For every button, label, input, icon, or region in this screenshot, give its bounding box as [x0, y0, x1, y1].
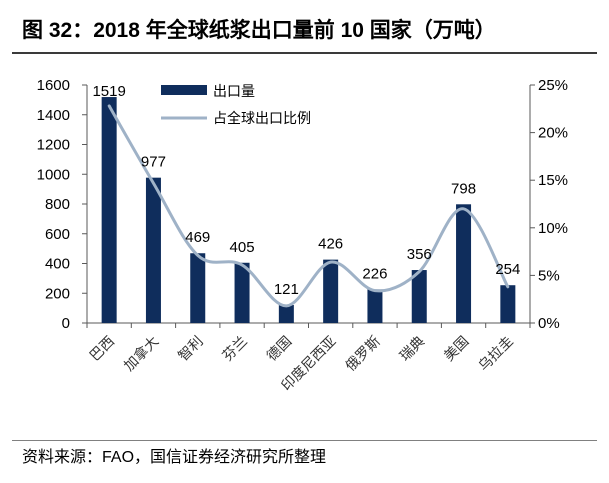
- bar: [101, 97, 117, 323]
- bar-data-label: 426: [318, 236, 343, 253]
- x-category-label: 加拿大: [121, 333, 162, 374]
- source-divider: [12, 440, 597, 441]
- bar-data-label: 254: [495, 261, 520, 278]
- left-y-tick-label: 1600: [37, 77, 70, 94]
- bar-data-label: 356: [407, 246, 432, 263]
- axes: 0 200 400 600 800 1000 1200 1400 1600 0% 5% 10% 15% 2…: [37, 77, 568, 332]
- title-divider: [12, 52, 597, 54]
- legend-key-exports: [161, 85, 207, 95]
- left-y-tick-label: 0: [62, 315, 70, 332]
- legend-label-exports: 出口量: [213, 83, 255, 99]
- source-note: 资料来源：FAO，国信证券经济研究所整理: [22, 449, 327, 466]
- bar: [145, 177, 161, 323]
- left-y-tick-label: 800: [45, 196, 70, 213]
- share-line: [107, 104, 510, 308]
- line-series-share: [107, 104, 510, 308]
- x-category-label: 德国: [263, 333, 294, 364]
- left-y-tick-label: 1200: [37, 137, 70, 154]
- bar-data-label: 226: [362, 265, 387, 282]
- right-y-tick-label: 20%: [538, 125, 568, 142]
- right-y-tick-label: 0%: [538, 315, 560, 332]
- bar-data-label: 798: [451, 180, 476, 197]
- bar: [500, 285, 516, 323]
- bar-data-labels: 1519 977 469 405 121 426 226 356 798 254: [92, 83, 520, 298]
- right-y-tick-label: 5%: [538, 267, 560, 284]
- x-category-label: 瑞典: [396, 333, 427, 364]
- right-y-tick-label: 15%: [538, 172, 568, 189]
- left-y-tick-label: 400: [45, 256, 70, 273]
- bar: [367, 289, 383, 323]
- figure-title: 图 32：2018 年全球纸浆出口量前 10 国家（万吨）: [22, 19, 496, 42]
- bar: [411, 270, 427, 323]
- bar: [190, 253, 206, 323]
- x-category-label: 俄罗斯: [342, 333, 383, 374]
- bar: [278, 305, 294, 323]
- x-category-label: 美国: [441, 333, 472, 364]
- left-y-tick-label: 1400: [37, 107, 70, 124]
- x-category-label: 芬兰: [219, 333, 250, 364]
- left-y-tick-label: 600: [45, 226, 70, 243]
- x-category-label: 巴西: [86, 333, 117, 364]
- bar-data-label: 1519: [92, 83, 125, 100]
- bar-series-exports: [101, 97, 516, 323]
- bar-data-label: 977: [141, 154, 166, 171]
- bar: [456, 204, 472, 323]
- bar: [234, 262, 250, 323]
- legend-label-share: 占全球出口比例: [213, 110, 311, 126]
- bar-data-label: 121: [274, 281, 299, 298]
- x-category-label: 智利: [175, 333, 206, 364]
- bar-data-label: 469: [185, 229, 210, 246]
- chart: 0 200 400 600 800 1000 1200 1400 1600 0% 5% 10% 15% 2…: [37, 77, 568, 394]
- left-y-tick-label: 200: [45, 285, 70, 302]
- x-category-label: 乌拉圭: [475, 333, 516, 374]
- legend: 出口量 占全球出口比例: [161, 83, 311, 126]
- right-y-tick-label: 10%: [538, 220, 568, 237]
- bar-data-label: 405: [230, 239, 255, 256]
- right-y-tick-label: 25%: [538, 77, 568, 94]
- left-y-tick-label: 1000: [37, 166, 70, 183]
- bar: [323, 259, 339, 323]
